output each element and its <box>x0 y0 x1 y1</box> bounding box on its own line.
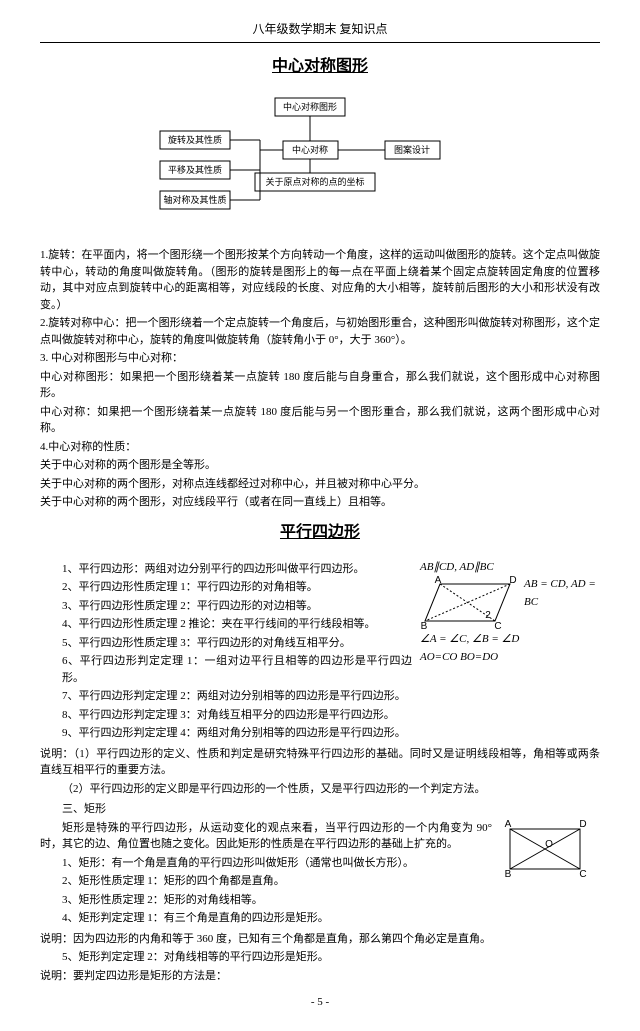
sub-title: 三、矩形 <box>40 801 492 818</box>
note: 说明：因为四边形的内角和等于 360 度，已知有三个角都是直角，那么第四个角必定… <box>40 931 600 948</box>
section1-body: 1.旋转：在平面内，将一个图形绕一个图形按某个方向转动一个角度，这样的运动叫做图… <box>40 247 600 511</box>
list-item: 3、平行四边形性质定理 2：平行四边形的对边相等。 <box>62 598 412 615</box>
list-item: 1、矩形：有一个角是直角的平行四边形叫做矩形（通常也叫做长方形）。 <box>62 855 492 872</box>
pt-C: C <box>579 869 586 879</box>
box-top: 中心对称图形 <box>283 101 337 112</box>
para: 1.旋转：在平面内，将一个图形绕一个图形按某个方向转动一个角度，这样的运动叫做图… <box>40 247 600 313</box>
para: 中心对称：如果把一个图形绕着某一点旋转 180 度后能与另一个图形重合，那么我们… <box>40 404 600 437</box>
math-line: ∠A = ∠C, ∠B = ∠D <box>420 631 600 649</box>
list-item: 5、矩形判定定理 2：对角线相等的平行四边形是矩形。 <box>40 949 600 966</box>
section1-title: 中心对称图形 <box>40 55 600 79</box>
math-line: AO=CO BO=DO <box>420 649 600 667</box>
para: 4.中心对称的性质： <box>40 439 600 456</box>
box-left2: 平移及其性质 <box>168 164 222 175</box>
pt-C: C <box>494 621 501 631</box>
parallelogram-block: 1、平行四边形：两组对边分别平行的四边形叫做平行四边形。 2、平行四边形性质定理… <box>40 559 600 744</box>
box-left3: 轴对称及其性质 <box>163 194 226 205</box>
note: （2）平行四边形的定义即是平行四边形的一个性质，又是平行四边形的一个判定方法。 <box>40 781 600 798</box>
list-item: 4、矩形判定定理 1：有三个角是直角的四边形是矩形。 <box>62 910 492 927</box>
list-item: 6、平行四边形判定定理 1：一组对边平行且相等的四边形是平行四边形。 <box>62 653 412 686</box>
note: 说明：要判定四边形是矩形的方法是： <box>40 968 600 985</box>
box-center: 中心对称 <box>292 144 328 155</box>
concept-diagram: 中心对称图形 旋转及其性质 平移及其性质 轴对称及其性质 中心对称 图案设计 关… <box>155 93 485 233</box>
sub-intro: 矩形是特殊的平行四边形，从运动变化的观点来看，当平行四边形的一个内角变为 90°… <box>40 820 492 853</box>
para: 关于中心对称的两个图形，对称点连线都经过对称中心，并且被对称中心平分。 <box>40 476 600 493</box>
box-left1: 旋转及其性质 <box>168 134 222 145</box>
header-rule <box>40 42 600 43</box>
section2-title: 平行四边形 <box>40 521 600 545</box>
box-right: 图案设计 <box>394 144 430 155</box>
pt-B: B <box>421 621 428 631</box>
para: 3. 中心对称图形与中心对称： <box>40 350 600 367</box>
math-line: AB∥CD, AD∥BC <box>420 559 600 577</box>
page-header: 八年级数学期末 复知识点 <box>40 20 600 38</box>
para: 关于中心对称的两个图形，对应线段平行（或者在同一直线上）且相等。 <box>40 494 600 511</box>
list-item: 7、平行四边形判定定理 2：两组对边分别相等的四边形是平行四边形。 <box>62 688 412 705</box>
parallelogram-figure: AB∥CD, AD∥BC A D B C 2 AB = CD, AD = BC … <box>412 559 600 667</box>
note: 说明：（1）平行四边形的定义、性质和判定是研究特殊平行四边形的基础。同时又是证明… <box>40 746 600 779</box>
list-item: 8、平行四边形判定定理 3：对角线互相平分的四边形是平行四边形。 <box>62 707 412 724</box>
para: 关于中心对称的两个图形是全等形。 <box>40 457 600 474</box>
box-bottom: 关于原点对称的点的坐标 <box>265 176 364 187</box>
pt-A: A <box>505 819 512 830</box>
list-item: 2、平行四边形性质定理 1：平行四边形的对角相等。 <box>62 579 412 596</box>
pt-D: D <box>509 576 516 586</box>
pt-B: B <box>505 869 512 879</box>
para: 2.旋转对称中心：把一个图形绕着一个定点旋转一个角度后，与初始图形重合，这种图形… <box>40 315 600 348</box>
list-item: 9、平行四边形判定定理 4：两组对角分别相等的四边形是平行四边形。 <box>62 725 412 742</box>
pt-O: O <box>545 839 553 850</box>
rect-block: 三、矩形 矩形是特殊的平行四边形，从运动变化的观点来看，当平行四边形的一个内角变… <box>40 799 600 929</box>
pt-2: 2 <box>485 610 491 621</box>
pt-A: A <box>435 576 442 586</box>
list-item: 5、平行四边形性质定理 3：平行四边形的对角线互相平分。 <box>62 635 412 652</box>
list-item: 4、平行四边形性质定理 2 推论：夹在平行线间的平行线段相等。 <box>62 616 412 633</box>
para: 中心对称图形：如果把一个图形绕着某一点旋转 180 度后能与自身重合，那么我们就… <box>40 369 600 402</box>
pt-D: D <box>579 819 586 830</box>
rectangle-figure: A D B C O <box>492 799 600 885</box>
page-number: - 5 - <box>40 994 600 1011</box>
list-item: 2、矩形性质定理 1：矩形的四个角都是直角。 <box>62 873 492 890</box>
list-item: 1、平行四边形：两组对边分别平行的四边形叫做平行四边形。 <box>62 561 412 578</box>
